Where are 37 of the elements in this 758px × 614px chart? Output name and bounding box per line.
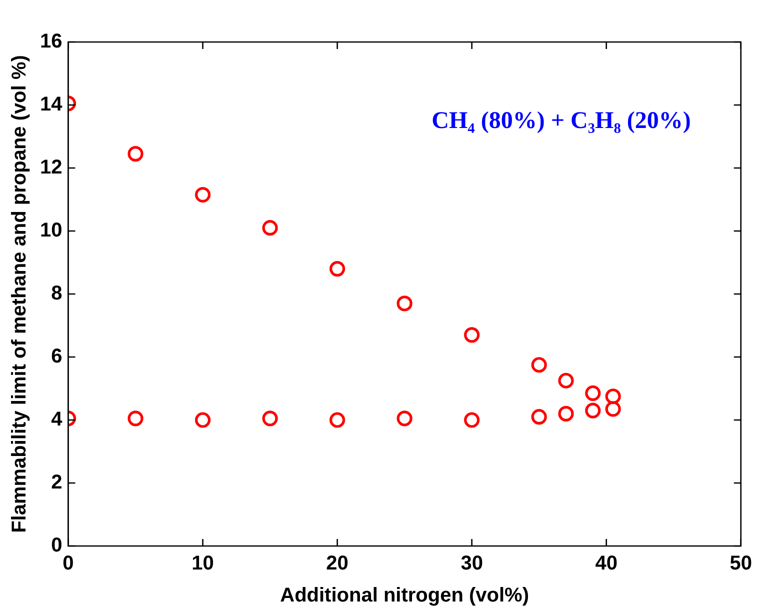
point bbox=[585, 385, 601, 402]
point bbox=[464, 327, 480, 343]
y-axis-title: Flammability limit of methane and propane (vol %) bbox=[8, 55, 31, 533]
point bbox=[464, 412, 480, 428]
point bbox=[605, 401, 621, 417]
y-tick-label: 16 bbox=[40, 30, 62, 53]
point bbox=[558, 406, 574, 422]
point bbox=[128, 146, 144, 162]
x-tick-label: 10 bbox=[192, 552, 214, 575]
x-tick-label: 50 bbox=[730, 552, 752, 575]
annotation: CH₄ (80%) + C₃H₈ (20%) bbox=[432, 108, 691, 134]
x-tick-label: 20 bbox=[326, 552, 348, 575]
point bbox=[531, 357, 547, 373]
x-tick-label: 40 bbox=[595, 552, 618, 575]
point bbox=[194, 186, 211, 203]
y-tick-label: 14 bbox=[40, 94, 64, 116]
point bbox=[330, 261, 346, 277]
point bbox=[605, 388, 621, 404]
y-tick-label: 10 bbox=[40, 220, 62, 242]
x-tick-label: 30 bbox=[460, 552, 483, 575]
y-tick-label: 4 bbox=[51, 408, 64, 431]
point bbox=[128, 410, 144, 426]
x-axis-title: Additional nitrogen (vol%) bbox=[280, 584, 529, 607]
y-tick-label: 8 bbox=[51, 282, 62, 305]
y-tick-label: 0 bbox=[51, 534, 62, 557]
point bbox=[262, 220, 278, 236]
point bbox=[396, 410, 412, 426]
point bbox=[262, 410, 278, 426]
point bbox=[531, 409, 547, 425]
point bbox=[330, 412, 346, 428]
y-tick-label: 6 bbox=[51, 346, 62, 368]
point bbox=[194, 412, 211, 428]
y-tick-label: 2 bbox=[51, 472, 62, 494]
y-tick-label: 12 bbox=[40, 156, 62, 179]
point bbox=[585, 402, 601, 418]
point bbox=[396, 296, 412, 312]
point bbox=[558, 372, 574, 388]
